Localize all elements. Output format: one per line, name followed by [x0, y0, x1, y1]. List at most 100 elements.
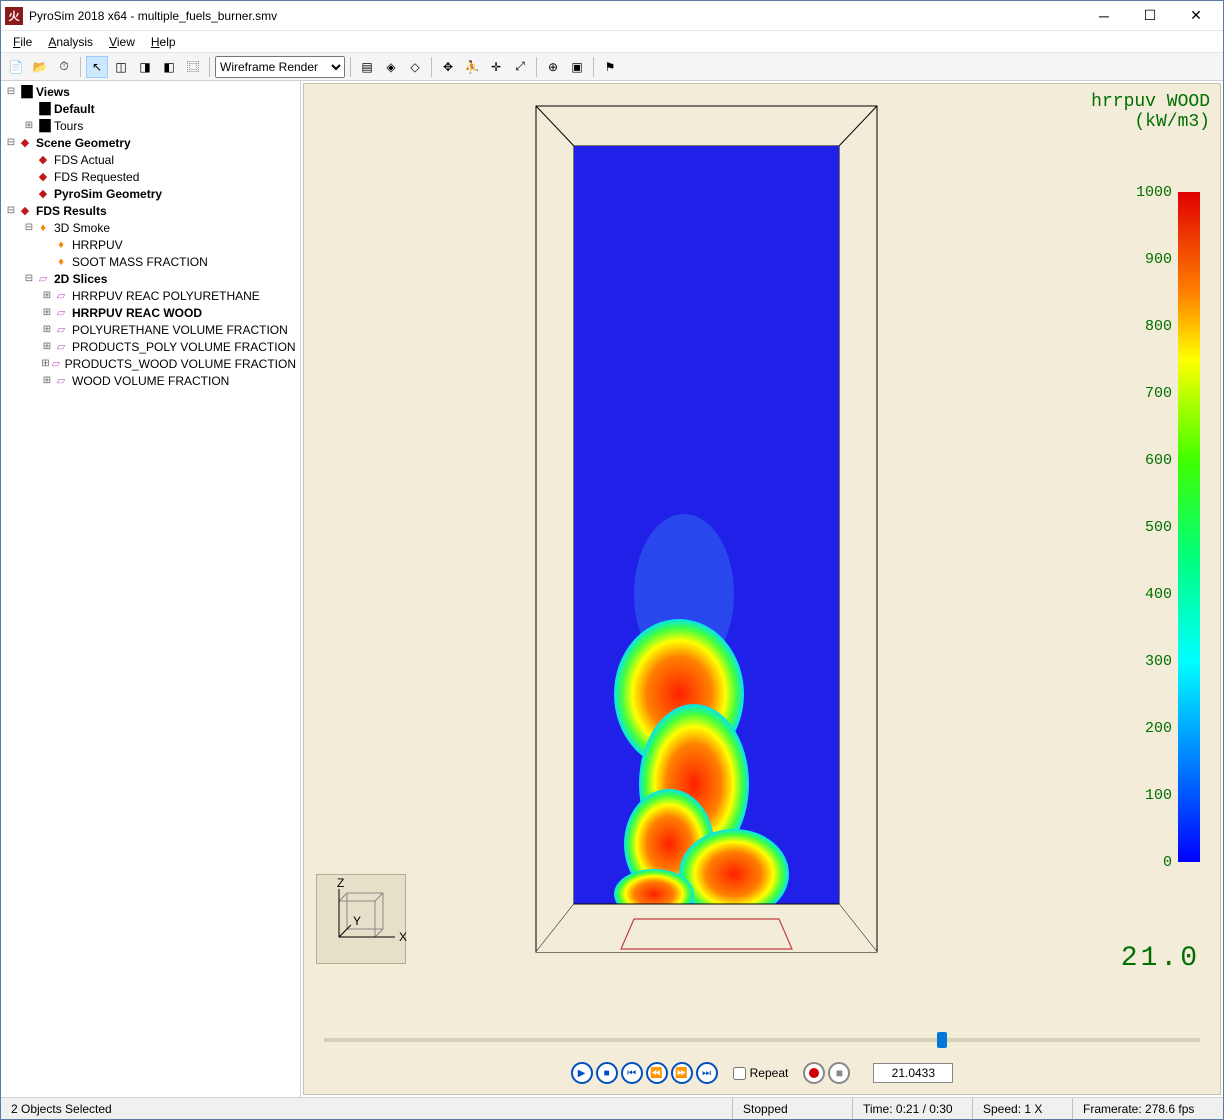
- playback-controls: ▶■⏮⏪⏩⏭ Repeat■: [304, 1058, 1220, 1088]
- viewport-3d[interactable]: Z X Y hrrpuv WOOD (kW/m3) 10009008007006…: [303, 83, 1221, 1095]
- colorbar-tick: 800: [1112, 318, 1172, 335]
- timeline[interactable]: [304, 1026, 1220, 1054]
- tree-item[interactable]: ◆FDS Requested: [1, 168, 300, 185]
- tree-item[interactable]: ⊞▱POLYURETHANE VOLUME FRACTION: [1, 321, 300, 338]
- statusbar: 2 Objects Selected Stopped Time: 0:21 / …: [1, 1097, 1223, 1119]
- camera-icon: ▐█: [35, 119, 51, 133]
- expander-icon[interactable]: ⊞: [41, 375, 53, 386]
- tree-label: PRODUCTS_WOOD VOLUME FRACTION: [65, 357, 296, 371]
- tree-item[interactable]: ⊞▐█Tours: [1, 117, 300, 134]
- toolbar-reset-button[interactable]: ▣: [566, 56, 588, 78]
- tree-item[interactable]: ⊟▐█Views: [1, 83, 300, 100]
- render-mode-select[interactable]: Wireframe Render: [215, 56, 345, 78]
- tree-item[interactable]: ⊟◆FDS Results: [1, 202, 300, 219]
- toolbar-zoom-button[interactable]: ✛: [485, 56, 507, 78]
- expander-icon[interactable]: ⊟: [5, 137, 17, 148]
- repeat-checkbox[interactable]: Repeat: [733, 1066, 789, 1080]
- repeat-input[interactable]: [733, 1067, 746, 1080]
- tree-label: HRRPUV REAC POLYURETHANE: [72, 289, 260, 303]
- fire-icon: ♦: [53, 238, 69, 252]
- last-button[interactable]: ⏭: [696, 1062, 718, 1084]
- toolbar-cube3-button[interactable]: ◧: [158, 56, 180, 78]
- repeat-label: Repeat: [750, 1066, 789, 1080]
- expander-icon[interactable]: ⊟: [5, 86, 17, 97]
- tree-label: 2D Slices: [54, 272, 107, 286]
- tree-panel[interactable]: ⊟▐█Views▐█Default⊞▐█Tours⊟◆Scene Geometr…: [1, 81, 301, 1097]
- colorbar: hrrpuv WOOD (kW/m3) 10009008007006005004…: [1040, 92, 1210, 942]
- tree-item[interactable]: ⊞▱PRODUCTS_POLY VOLUME FRACTION: [1, 338, 300, 355]
- toolbar-cube1-button[interactable]: ◫: [110, 56, 132, 78]
- slice-icon: ▱: [53, 323, 69, 337]
- colorbar-tick: 0: [1112, 854, 1172, 871]
- tree-item[interactable]: ⊞▱WOOD VOLUME FRACTION: [1, 372, 300, 389]
- tree-item[interactable]: ⊟◆Scene Geometry: [1, 134, 300, 151]
- record-button[interactable]: [803, 1062, 825, 1084]
- slice-icon: ▱: [53, 306, 69, 320]
- axis-z-label: Z: [337, 876, 344, 890]
- toolbar-stopwatch-button[interactable]: ⏱: [53, 56, 75, 78]
- tree-item[interactable]: ♦HRRPUV: [1, 236, 300, 253]
- tree-label: HRRPUV REAC WOOD: [72, 306, 202, 320]
- menu-analysis[interactable]: Analysis: [40, 33, 101, 51]
- time-input[interactable]: [873, 1063, 953, 1083]
- expander-icon[interactable]: ⊞: [41, 341, 53, 352]
- timeline-track[interactable]: [324, 1038, 1200, 1042]
- axis-widget[interactable]: Z X Y: [316, 874, 406, 964]
- tree-item[interactable]: ◆PyroSim Geometry: [1, 185, 300, 202]
- expander-icon[interactable]: ⊟: [5, 205, 17, 216]
- tree-item[interactable]: ◆FDS Actual: [1, 151, 300, 168]
- forward-button[interactable]: ⏩: [671, 1062, 693, 1084]
- tree-label: HRRPUV: [72, 238, 123, 252]
- fire-icon: ♦: [35, 221, 51, 235]
- expander-icon[interactable]: ⊞: [41, 324, 53, 335]
- stop-button[interactable]: ■: [596, 1062, 618, 1084]
- toolbar-move-button[interactable]: ✥: [437, 56, 459, 78]
- toolbar-zoom-fit-button[interactable]: ⤢: [509, 56, 531, 78]
- tree-label: FDS Actual: [54, 153, 114, 167]
- tree-label: WOOD VOLUME FRACTION: [72, 374, 229, 388]
- status-selection: 2 Objects Selected: [1, 1098, 733, 1119]
- time-display: 21.0: [1121, 943, 1200, 974]
- expander-icon[interactable]: ⊞: [41, 358, 50, 369]
- toolbar-target-button[interactable]: ⊕: [542, 56, 564, 78]
- tree-item[interactable]: ⊟▱2D Slices: [1, 270, 300, 287]
- tree-item[interactable]: ⊟♦3D Smoke: [1, 219, 300, 236]
- tree-item[interactable]: ▐█Default: [1, 100, 300, 117]
- toolbar-select-button[interactable]: ↖: [86, 56, 108, 78]
- toolbar-new-button[interactable]: 📄: [5, 56, 27, 78]
- toolbar-cube4-button[interactable]: ⿴: [182, 56, 204, 78]
- toolbar-lighting-button[interactable]: ▤: [356, 56, 378, 78]
- toolbar-shade1-button[interactable]: ◈: [380, 56, 402, 78]
- first-button[interactable]: ⏮: [621, 1062, 643, 1084]
- menu-help[interactable]: Help: [143, 33, 184, 51]
- expander-icon[interactable]: ⊟: [23, 273, 35, 284]
- play-button[interactable]: ▶: [571, 1062, 593, 1084]
- expander-icon[interactable]: ⊞: [41, 290, 53, 301]
- expander-icon[interactable]: ⊟: [23, 222, 35, 233]
- expander-icon[interactable]: ⊞: [41, 307, 53, 318]
- toolbar-walk-button[interactable]: ⛹: [461, 56, 483, 78]
- minimize-button[interactable]: ─: [1081, 1, 1127, 31]
- tree-item[interactable]: ♦SOOT MASS FRACTION: [1, 253, 300, 270]
- maximize-button[interactable]: ☐: [1127, 1, 1173, 31]
- close-button[interactable]: ✕: [1173, 1, 1219, 31]
- expander-icon[interactable]: ⊞: [23, 120, 35, 131]
- tree-item[interactable]: ⊞▱HRRPUV REAC POLYURETHANE: [1, 287, 300, 304]
- scene-view[interactable]: [534, 104, 879, 974]
- toolbar-open-button[interactable]: 📂: [29, 56, 51, 78]
- camera-icon: ▐█: [17, 85, 33, 99]
- toolbar-shade2-button[interactable]: ◇: [404, 56, 426, 78]
- tree-item[interactable]: ⊞▱HRRPUV REAC WOOD: [1, 304, 300, 321]
- toolbar-flag-button[interactable]: ⚑: [599, 56, 621, 78]
- window-title: PyroSim 2018 x64 - multiple_fuels_burner…: [29, 9, 1081, 23]
- tree-item[interactable]: ⊞▱PRODUCTS_WOOD VOLUME FRACTION: [1, 355, 300, 372]
- toolbar-cube2-button[interactable]: ◨: [134, 56, 156, 78]
- menu-view[interactable]: View: [101, 33, 143, 51]
- timeline-thumb[interactable]: [937, 1032, 947, 1048]
- menu-file[interactable]: File: [5, 33, 40, 51]
- rewind-button[interactable]: ⏪: [646, 1062, 668, 1084]
- record-icon: [809, 1068, 819, 1078]
- colorbar-tick: 500: [1112, 519, 1172, 536]
- record-stop-button[interactable]: ■: [828, 1062, 850, 1084]
- colorbar-tick: 600: [1112, 452, 1172, 469]
